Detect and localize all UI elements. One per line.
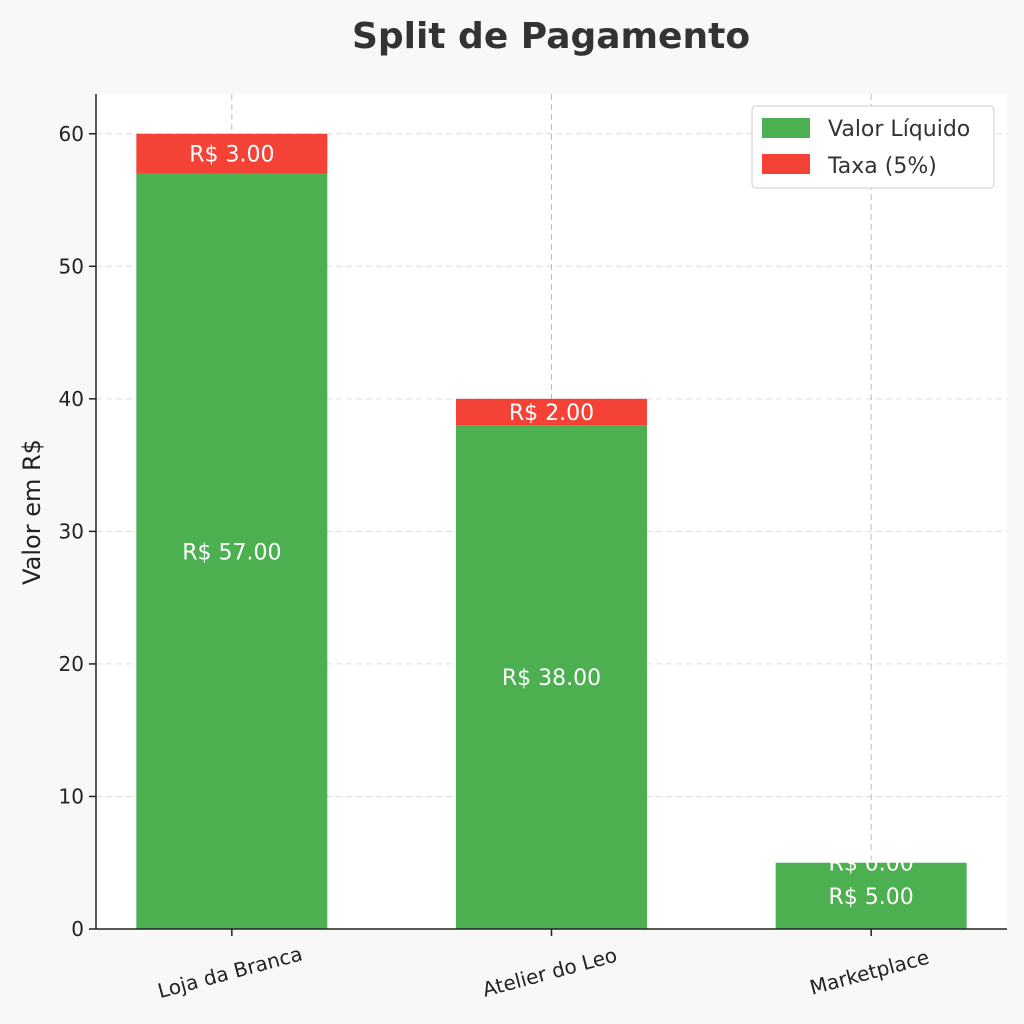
y-tick-label: 0	[71, 917, 84, 941]
legend-box	[751, 105, 995, 189]
bar-segment-valor-liquido	[775, 862, 967, 929]
legend-label-taxa: Taxa (5%)	[827, 154, 937, 179]
x-tick-label: Loja da Branca	[155, 941, 305, 1003]
chart-title: Split de Pagamento	[352, 16, 750, 57]
bar-labels: R$ 57.00 R$ 3.00 R$ 38.00 R$ 2.00 R$ 5.00 R$ …	[182, 143, 914, 910]
data-label: R$ 38.00	[502, 666, 601, 691]
y-tick-label: 30	[59, 519, 84, 543]
legend-swatch-taxa	[762, 154, 810, 174]
y-axis-label: Valor em R$	[18, 439, 46, 585]
bar-segment-taxa	[136, 133, 328, 174]
bars	[136, 133, 967, 929]
data-label: R$ 2.00	[509, 401, 594, 426]
y-tick-label: 50	[59, 254, 84, 278]
bar-segment-taxa	[456, 398, 647, 426]
legend: Valor Líquido Taxa (5%)	[751, 105, 995, 189]
y-tick-label: 10	[59, 784, 84, 808]
y-tick-label: 60	[59, 122, 84, 146]
data-label: R$ 0.00	[829, 852, 914, 877]
x-tick-label: Atelier do Leo	[480, 943, 620, 1002]
legend-label-valor-liquido: Valor Líquido	[828, 117, 970, 142]
y-tick-label: 40	[59, 387, 84, 411]
legend-swatch-valor-liquido	[762, 118, 810, 138]
data-label: R$ 57.00	[182, 540, 281, 565]
x-tick-label: Marketplace	[807, 945, 932, 1000]
data-label: R$ 5.00	[829, 885, 914, 910]
data-label: R$ 3.00	[189, 143, 274, 168]
y-tick-label: 20	[59, 652, 84, 676]
bar-segment-valor-liquido	[136, 173, 328, 929]
bar-segment-valor-liquido	[456, 425, 647, 929]
